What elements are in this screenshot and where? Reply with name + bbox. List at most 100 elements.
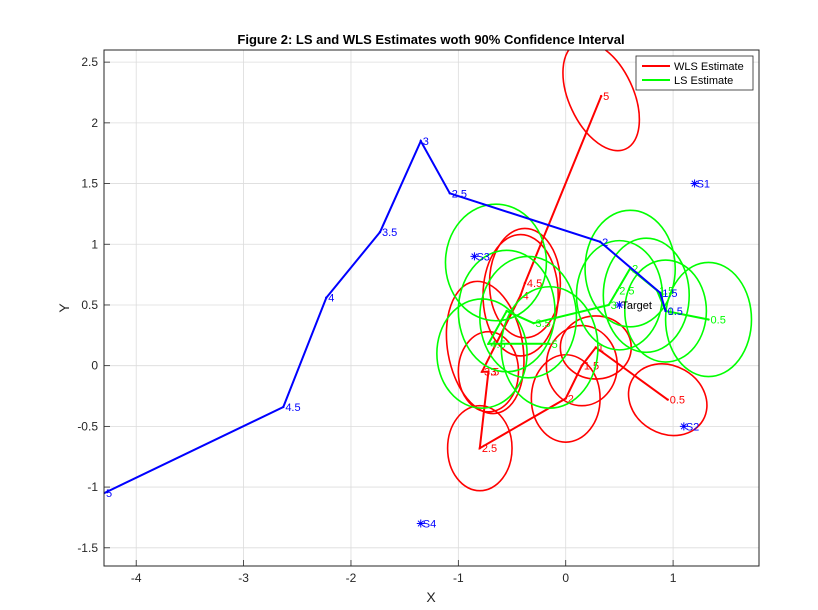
confidence-ellipse: [545, 324, 619, 407]
x-tick-label: 1: [670, 571, 677, 585]
point-label: 3: [611, 300, 617, 312]
point-label: 0.5: [670, 395, 685, 407]
marker-s1: S1: [690, 179, 710, 191]
point-label: 1: [668, 306, 674, 318]
point-label: 2.5: [619, 285, 634, 297]
point-label: 0.5: [711, 315, 726, 327]
point-label: 1.5: [659, 285, 674, 297]
confidence-ellipse: [445, 280, 525, 415]
point-label: 2: [602, 237, 608, 249]
confidence-ellipse: [627, 363, 708, 437]
series-layer: 0.511.522.533.544.550.511.522.533.544.5 5…: [104, 50, 753, 500]
star-icon: [470, 252, 479, 261]
point-label: 2.5: [482, 443, 497, 455]
confidence-ellipse: [562, 50, 641, 152]
data-point: [523, 281, 527, 285]
point-label: 5: [603, 91, 609, 103]
y-tick-label: 2: [91, 116, 98, 130]
grid: [104, 50, 759, 566]
legend-entry: LS Estimate: [674, 75, 733, 87]
point-label: 2: [568, 393, 574, 405]
marker-label: S2: [686, 421, 699, 433]
data-point: [666, 398, 669, 401]
legend-box: [635, 55, 754, 91]
y-tick-label: -1.5: [77, 541, 98, 555]
data-point: [378, 230, 382, 234]
point-label: 1: [598, 342, 604, 354]
x-tick-label: 0: [562, 571, 569, 585]
data-point: [519, 294, 522, 297]
point-label: 5: [552, 339, 558, 351]
point-label: 2.5: [452, 188, 467, 200]
point-label: 3: [490, 367, 496, 379]
data-point: [548, 342, 551, 346]
data-point: [594, 346, 597, 349]
data-point: [505, 309, 508, 313]
marker-target: Target: [615, 300, 652, 312]
data-point: [707, 318, 710, 321]
plot-area: [104, 50, 759, 566]
chart-title: Figure 2: LS and WLS Estimates woth 90% …: [237, 32, 624, 47]
data-point: [564, 397, 567, 400]
data-point: [282, 405, 285, 409]
marker-s4: S4: [416, 519, 436, 531]
data-point: [419, 139, 422, 143]
confidence-ellipse: [602, 237, 691, 354]
legend: WLS Estimate LS Estimate: [635, 55, 754, 91]
y-tick-label: 0: [91, 359, 98, 373]
marker-label: S3: [476, 251, 489, 263]
star-icon: [679, 422, 688, 431]
marker-s2: S2: [679, 421, 699, 433]
y-tick-label: -0.5: [77, 419, 98, 433]
series-line: [486, 266, 709, 345]
data-point: [598, 240, 602, 244]
y-tick-label: 2.5: [81, 55, 98, 69]
marker-label: S1: [697, 179, 710, 191]
tick-layer: -4 -3 -2 -1 0 1 -1.5 -1 -0.5 0 0.5 1 1.5 2 2.5: [77, 55, 676, 585]
confidence-ellipse: [436, 298, 528, 409]
data-point: [487, 342, 490, 346]
point-label: 4: [328, 293, 334, 305]
x-axis-label: X: [426, 589, 436, 605]
star-icon: [615, 300, 624, 309]
point-label: 2: [632, 264, 638, 276]
series-line: [478, 95, 669, 451]
data-point: [532, 321, 535, 325]
x-tick-label: -1: [453, 571, 464, 585]
series-1: 0.511.522.533.544.5 5: [436, 203, 753, 409]
data-point: [616, 289, 619, 292]
marker-layer: S1 S2 S3 S4 Target: [416, 179, 710, 531]
confidence-ellipse: [446, 404, 513, 492]
point-label: 4.5: [527, 278, 542, 290]
star-icon: [416, 519, 425, 528]
plot-frame: [103, 49, 760, 567]
point-label: 3.5: [536, 318, 551, 330]
x-tick-label: -2: [346, 571, 357, 585]
data-point: [599, 94, 603, 98]
confidence-ellipse: [500, 285, 599, 409]
point-label: 1.5: [662, 288, 677, 300]
marker-label: Target: [621, 300, 652, 312]
data-point: [607, 303, 610, 307]
y-tick-label: 1.5: [81, 177, 98, 191]
point-label: 3.5: [382, 227, 397, 239]
y-tick-label: -1: [87, 480, 98, 494]
point-label: 4.5: [490, 339, 505, 351]
series-2: 0.51.522.533.544.55: [104, 136, 683, 500]
x-tick-label: -3: [238, 571, 249, 585]
confidence-ellipse: [584, 209, 677, 328]
data-point: [580, 364, 584, 367]
confidence-ellipse: [575, 239, 664, 351]
y-axis-label: Y: [56, 303, 72, 313]
data-point: [659, 291, 662, 295]
legend-entry: WLS Estimate: [674, 61, 744, 73]
point-label: 4: [509, 306, 515, 318]
data-point: [664, 309, 667, 313]
point-label: 4: [523, 290, 529, 302]
confidence-ellipse: [444, 203, 548, 322]
star-icon: [690, 179, 699, 188]
y-tick-label: 0.5: [81, 298, 98, 312]
data-point: [487, 370, 490, 373]
data-point: [478, 447, 482, 450]
